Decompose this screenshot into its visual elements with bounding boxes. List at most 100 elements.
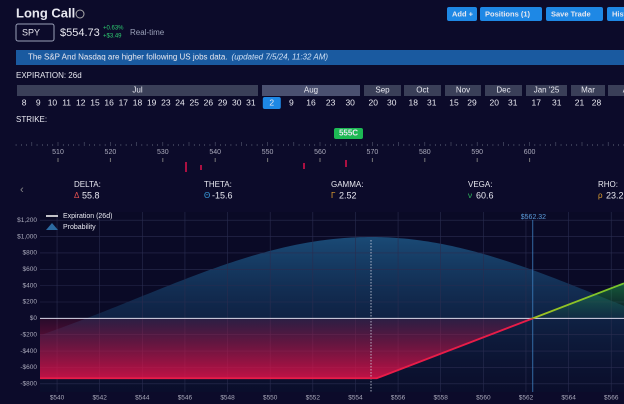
y-tick-label: $200 bbox=[23, 299, 38, 306]
month-bar[interactable] bbox=[445, 85, 481, 96]
date[interactable]: 15 bbox=[90, 97, 100, 107]
strike-tick-label: 530 bbox=[157, 149, 169, 156]
x-tick-label: $552 bbox=[306, 395, 321, 402]
y-tick-label: $0 bbox=[30, 315, 38, 322]
button[interactable] bbox=[480, 7, 542, 21]
date[interactable]: 30 bbox=[232, 97, 242, 107]
date[interactable]: 8 bbox=[22, 97, 27, 107]
date[interactable]: 26 bbox=[204, 97, 214, 107]
x-tick-label: $562 bbox=[519, 395, 534, 402]
x-tick-label: $546 bbox=[178, 395, 193, 402]
date[interactable]: 16 bbox=[104, 97, 114, 107]
date[interactable]: 31 bbox=[246, 97, 256, 107]
x-tick-label: $556 bbox=[391, 395, 406, 402]
month-label: Aug bbox=[304, 86, 318, 95]
x-tick-label: $560 bbox=[476, 395, 491, 402]
strike-tick-label: 550 bbox=[262, 149, 274, 156]
month-label: Apr bbox=[623, 86, 624, 95]
date[interactable]: 24 bbox=[175, 97, 185, 107]
strike-tick-label: 570 bbox=[367, 149, 379, 156]
legend-label: Probability bbox=[63, 224, 96, 231]
x-tick-label: $566 bbox=[604, 395, 619, 402]
y-tick-label: $400 bbox=[23, 282, 38, 289]
date[interactable]: 23 bbox=[326, 97, 336, 107]
date[interactable]: 20 bbox=[490, 97, 500, 107]
date[interactable]: 11 bbox=[62, 97, 71, 107]
date[interactable]: 15 bbox=[449, 97, 459, 107]
date[interactable]: 17 bbox=[532, 97, 542, 107]
month-bar[interactable] bbox=[17, 85, 258, 96]
button[interactable] bbox=[447, 7, 477, 21]
month-label: Sep bbox=[375, 86, 390, 95]
date[interactable]: 30 bbox=[345, 97, 355, 107]
month-bar[interactable] bbox=[404, 85, 441, 96]
date[interactable]: 12 bbox=[76, 97, 86, 107]
month-bar[interactable] bbox=[364, 85, 401, 96]
greek-value: 60.6 bbox=[476, 190, 494, 200]
date[interactable]: 9 bbox=[36, 97, 41, 107]
button[interactable] bbox=[546, 7, 603, 21]
greek-symbol: Δ bbox=[74, 191, 80, 200]
expiration-label: EXPIRATION: 26d bbox=[16, 71, 82, 80]
date[interactable]: 23 bbox=[161, 97, 171, 107]
news-updated: (updated 7/5/24, 11:32 AM) bbox=[232, 53, 329, 62]
y-tick-label: $1,200 bbox=[17, 217, 37, 224]
y-tick-label: $800 bbox=[23, 250, 38, 257]
loss-area bbox=[40, 318, 533, 379]
date[interactable]: 2 bbox=[269, 97, 274, 107]
y-tick-label: -$600 bbox=[20, 364, 37, 371]
date[interactable]: 28 bbox=[592, 97, 602, 107]
month-label: Jul bbox=[132, 86, 142, 95]
date[interactable]: 18 bbox=[133, 97, 143, 107]
date[interactable]: 21 bbox=[575, 97, 585, 107]
date[interactable]: 31 bbox=[427, 97, 437, 107]
prev-arrow[interactable]: ‹ bbox=[20, 184, 24, 196]
month-label: Jan '25 bbox=[534, 86, 560, 95]
month-label: Mar bbox=[581, 86, 595, 95]
pl-line bbox=[40, 282, 624, 380]
date[interactable]: 10 bbox=[48, 97, 58, 107]
change-pct: +0.63% bbox=[103, 26, 124, 32]
x-tick-label: $554 bbox=[348, 395, 363, 402]
greek-symbol: Θ bbox=[204, 191, 210, 200]
x-tick-label: $550 bbox=[263, 395, 278, 402]
strike-tick-label: 540 bbox=[209, 149, 221, 156]
date[interactable]: 25 bbox=[189, 97, 199, 107]
greek-name: THETA: bbox=[204, 180, 232, 189]
month-bar[interactable] bbox=[571, 85, 605, 96]
strike-tick-label: 580 bbox=[419, 149, 431, 156]
button[interactable] bbox=[607, 7, 624, 21]
date[interactable]: 29 bbox=[467, 97, 477, 107]
symbol: SPY bbox=[22, 27, 40, 37]
month-bar[interactable] bbox=[526, 85, 567, 96]
help-icon[interactable] bbox=[75, 9, 85, 19]
month-label: Oct bbox=[416, 86, 429, 95]
news-bar bbox=[16, 50, 624, 65]
date[interactable]: 19 bbox=[147, 97, 157, 107]
greek-symbol: ν bbox=[468, 191, 472, 200]
y-tick-label: -$800 bbox=[20, 381, 37, 388]
date[interactable]: 20 bbox=[369, 97, 379, 107]
date[interactable]: 31 bbox=[552, 97, 562, 107]
date[interactable]: 30 bbox=[387, 97, 397, 107]
price: $554.73 bbox=[60, 27, 100, 39]
date[interactable]: 31 bbox=[508, 97, 518, 107]
greek-value: -15.6 bbox=[212, 190, 233, 200]
legend-label: Expiration (26d) bbox=[63, 213, 112, 220]
button-label: Hist bbox=[612, 9, 624, 18]
month-bar[interactable] bbox=[485, 85, 522, 96]
date[interactable]: 17 bbox=[119, 97, 129, 107]
date[interactable]: 18 bbox=[409, 97, 419, 107]
symbol-input[interactable] bbox=[15, 23, 55, 42]
breakeven-label: $562.32 bbox=[521, 214, 546, 221]
date[interactable]: 16 bbox=[306, 97, 316, 107]
month-bar[interactable] bbox=[262, 85, 360, 96]
button-label: Add + bbox=[452, 9, 474, 18]
date[interactable]: 9 bbox=[289, 97, 294, 107]
strike-selected-box[interactable] bbox=[334, 128, 363, 139]
date[interactable]: 29 bbox=[218, 97, 228, 107]
x-tick-label: $558 bbox=[433, 395, 448, 402]
month-bar[interactable] bbox=[608, 85, 624, 96]
y-tick-label: -$400 bbox=[20, 348, 37, 355]
